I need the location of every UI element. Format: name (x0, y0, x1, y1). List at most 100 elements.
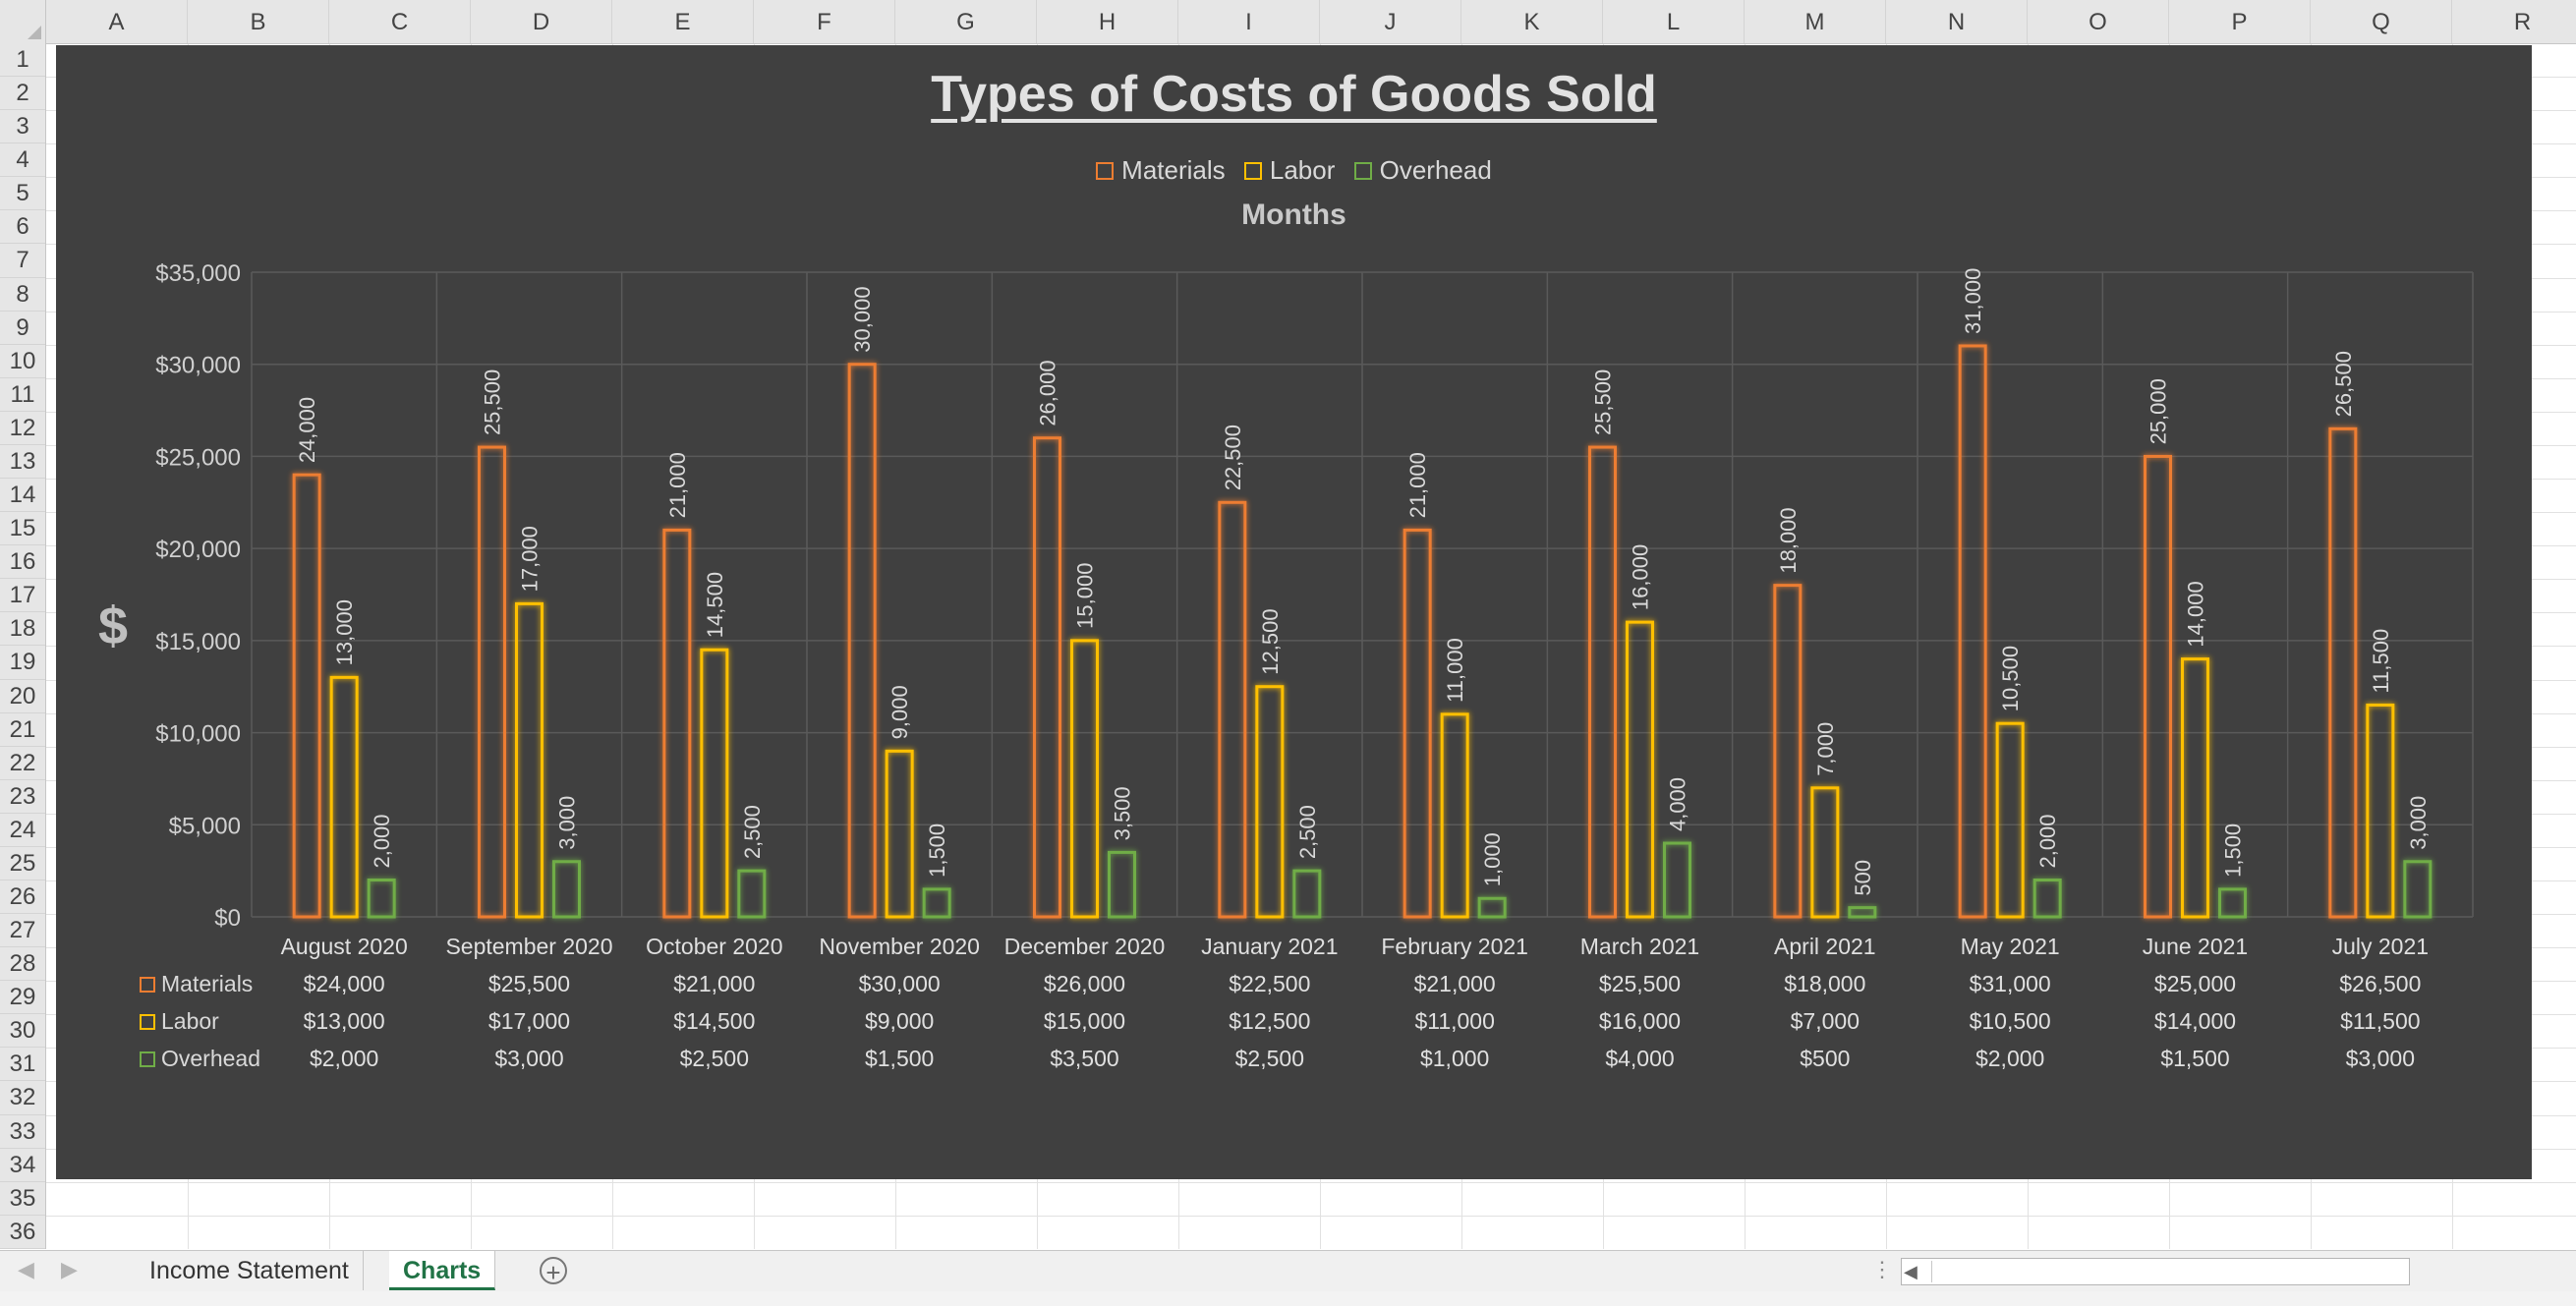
row-header-14[interactable]: 14 (0, 479, 45, 513)
column-header-k[interactable]: K (1461, 0, 1603, 43)
bar-materials[interactable] (662, 528, 692, 919)
scrollbar-thumb[interactable] (1931, 1261, 1932, 1282)
bar-overhead[interactable] (1848, 906, 1877, 919)
row-header-8[interactable]: 8 (0, 278, 45, 312)
bar-materials[interactable] (1588, 445, 1617, 919)
chart-area[interactable]: Types of Costs of Goods Sold Materials L… (56, 45, 2532, 1179)
row-header-23[interactable]: 23 (0, 780, 45, 814)
row-header-6[interactable]: 6 (0, 210, 45, 245)
row-header-5[interactable]: 5 (0, 177, 45, 211)
row-header-12[interactable]: 12 (0, 412, 45, 445)
row-header-9[interactable]: 9 (0, 312, 45, 345)
bar-labor[interactable] (885, 749, 914, 919)
bar-materials[interactable] (1218, 500, 1247, 919)
bar-materials[interactable] (1958, 344, 1987, 919)
bar-labor[interactable] (1070, 639, 1099, 919)
y-axis-title[interactable]: $ (97, 596, 129, 655)
row-header-24[interactable]: 24 (0, 814, 45, 847)
row-header-1[interactable]: 1 (0, 43, 45, 78)
bar-overhead[interactable] (1477, 896, 1507, 919)
row-header-17[interactable]: 17 (0, 579, 45, 613)
bar-overhead[interactable] (2403, 860, 2433, 919)
column-header-i[interactable]: I (1178, 0, 1320, 43)
horizontal-scrollbar[interactable]: ◀ (1901, 1258, 2410, 1285)
row-header-19[interactable]: 19 (0, 646, 45, 680)
bar-labor[interactable] (1626, 620, 1654, 919)
tab-scroll-left-icon[interactable]: ◀ (18, 1257, 34, 1281)
column-header-f[interactable]: F (754, 0, 895, 43)
row-header-16[interactable]: 16 (0, 545, 45, 580)
row-header-13[interactable]: 13 (0, 445, 45, 480)
column-header-b[interactable]: B (188, 0, 329, 43)
bar-materials[interactable] (1402, 528, 1432, 919)
bar-labor[interactable] (329, 675, 359, 919)
row-header-35[interactable]: 35 (0, 1182, 45, 1216)
column-header-d[interactable]: D (471, 0, 612, 43)
bar-overhead[interactable] (367, 879, 396, 919)
bar-overhead[interactable] (922, 887, 951, 919)
column-header-p[interactable]: P (2169, 0, 2311, 43)
row-header-3[interactable]: 3 (0, 110, 45, 144)
bar-labor[interactable] (1995, 721, 2025, 919)
column-header-j[interactable]: J (1320, 0, 1461, 43)
column-header-l[interactable]: L (1603, 0, 1745, 43)
row-header-11[interactable]: 11 (0, 378, 45, 412)
bar-overhead[interactable] (2218, 887, 2247, 919)
bar-labor[interactable] (2366, 703, 2395, 919)
tab-charts[interactable]: Charts (389, 1251, 496, 1290)
bar-labor[interactable] (515, 601, 544, 919)
row-header-21[interactable]: 21 (0, 713, 45, 747)
row-header-33[interactable]: 33 (0, 1115, 45, 1149)
bar-labor[interactable] (2181, 657, 2209, 919)
chart-legend[interactable]: Materials Labor Overhead (56, 155, 2532, 186)
x-axis-title[interactable]: Months (1241, 199, 1346, 231)
column-header-h[interactable]: H (1037, 0, 1178, 43)
bar-labor[interactable] (700, 648, 729, 919)
row-header-27[interactable]: 27 (0, 914, 45, 948)
bar-overhead[interactable] (2032, 879, 2062, 919)
select-all-button[interactable] (0, 0, 46, 43)
tab-scroll-right-icon[interactable]: ▶ (61, 1257, 78, 1281)
column-header-q[interactable]: Q (2311, 0, 2452, 43)
plot-area[interactable]: $0 $5,000 $10,000 $15,000 $20,000 $25,000 $30,… (56, 45, 2532, 1179)
chart-title[interactable]: Types of Costs of Goods Sold (931, 66, 1657, 123)
row-header-25[interactable]: 25 (0, 847, 45, 880)
bar-overhead[interactable] (552, 860, 581, 919)
column-header-a[interactable]: A (46, 0, 188, 43)
bar-overhead[interactable] (1292, 869, 1322, 919)
bar-labor[interactable] (1255, 685, 1285, 919)
column-header-o[interactable]: O (2028, 0, 2169, 43)
row-header-2[interactable]: 2 (0, 77, 45, 111)
column-header-n[interactable]: N (1886, 0, 2028, 43)
column-header-r[interactable]: R (2452, 0, 2576, 43)
row-header-28[interactable]: 28 (0, 947, 45, 982)
bar-overhead[interactable] (1663, 841, 1691, 919)
bar-materials[interactable] (292, 473, 321, 919)
row-header-32[interactable]: 32 (0, 1081, 45, 1115)
row-header-34[interactable]: 34 (0, 1149, 45, 1182)
row-header-4[interactable]: 4 (0, 143, 45, 178)
tab-income-statement[interactable]: Income Statement (136, 1251, 364, 1290)
scroll-left-arrow-icon[interactable]: ◀ (1904, 1262, 1918, 1281)
row-header-29[interactable]: 29 (0, 981, 45, 1015)
bar-materials[interactable] (847, 363, 877, 919)
bar-overhead[interactable] (737, 869, 767, 919)
bar-materials[interactable] (2328, 426, 2358, 919)
plus-icon[interactable]: + (540, 1257, 567, 1286)
column-header-e[interactable]: E (612, 0, 754, 43)
bar-materials[interactable] (1773, 584, 1803, 919)
column-header-m[interactable]: M (1745, 0, 1886, 43)
row-header-30[interactable]: 30 (0, 1014, 45, 1049)
bar-materials[interactable] (1033, 436, 1061, 919)
row-header-7[interactable]: 7 (0, 244, 45, 278)
row-header-20[interactable]: 20 (0, 680, 45, 713)
column-header-g[interactable]: G (895, 0, 1037, 43)
row-header-31[interactable]: 31 (0, 1048, 45, 1082)
tab-splitter-handle[interactable]: ⋮ (1871, 1257, 1893, 1281)
row-header-10[interactable]: 10 (0, 345, 45, 378)
row-header-18[interactable]: 18 (0, 612, 45, 647)
bar-labor[interactable] (1440, 712, 1469, 919)
bar-materials[interactable] (2144, 454, 2172, 919)
bar-materials[interactable] (478, 445, 506, 919)
bar-overhead[interactable] (1108, 850, 1136, 919)
